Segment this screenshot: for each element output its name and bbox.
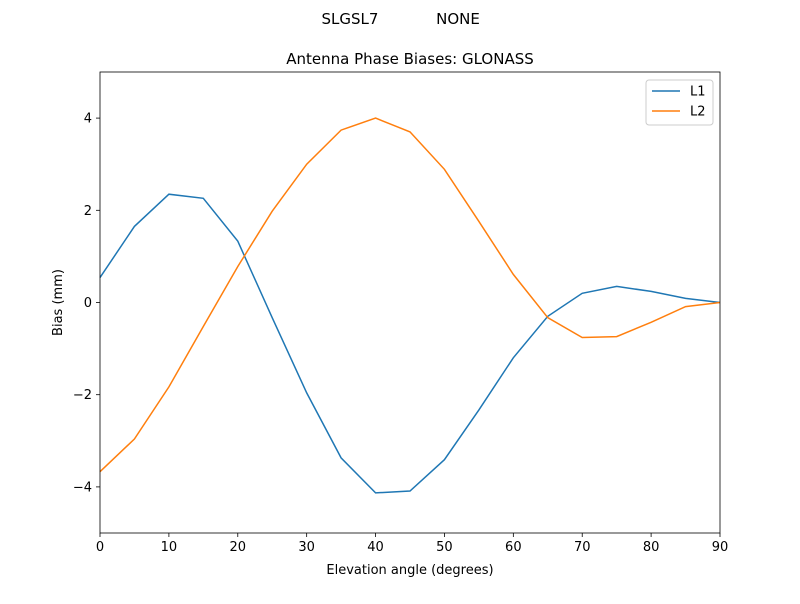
legend-label-L1: L1 <box>690 85 706 100</box>
y-tick-label: −2 <box>73 388 92 403</box>
y-tick-label: 0 <box>84 296 92 311</box>
chart-title: Antenna Phase Biases: GLONASS <box>286 50 534 68</box>
x-axis-label: Elevation angle (degrees) <box>326 563 493 578</box>
x-tick-label: 70 <box>574 540 591 555</box>
x-tick-label: 20 <box>230 540 247 555</box>
y-axis-label: Bias (mm) <box>51 269 66 336</box>
plot-area: 0 10 20 30 40 50 60 70 80 90 −4 −2 0 2 4 <box>73 71 729 555</box>
x-tick-label: 30 <box>298 540 315 555</box>
x-tick-label: 10 <box>161 540 178 555</box>
x-tick-label: 60 <box>505 540 522 555</box>
suptitle-right: NONE <box>436 10 480 28</box>
series-line-L1 <box>99 193 721 494</box>
legend-label-L2: L2 <box>690 105 706 120</box>
series-line-L2 <box>99 117 721 473</box>
x-tick-label: 0 <box>96 540 104 555</box>
axes-frame <box>99 71 721 534</box>
x-tick-label: 80 <box>643 540 660 555</box>
x-tick-label: 90 <box>712 540 729 555</box>
y-tick-label: 2 <box>84 204 92 219</box>
y-tick-label: 4 <box>84 112 92 127</box>
y-tick-label: −4 <box>73 480 92 495</box>
x-tick-label: 40 <box>367 540 384 555</box>
x-tick-label: 50 <box>436 540 453 555</box>
suptitle-left: SLGSL7 <box>322 10 379 28</box>
